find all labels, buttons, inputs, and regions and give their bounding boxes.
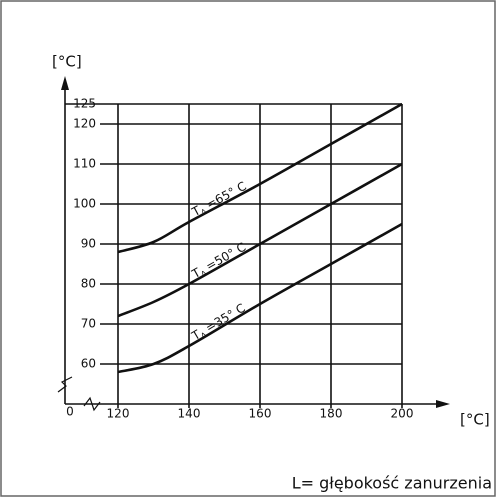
curve-label: TA=65° C — [189, 178, 250, 221]
x-tick-label: 120 — [107, 407, 130, 421]
label-sub: A — [199, 206, 209, 217]
y-tick-label: 80 — [81, 277, 96, 291]
x-tick-label: 160 — [249, 407, 272, 421]
curve-label: TA=50° C — [188, 239, 248, 283]
curve — [117, 102, 403, 254]
label-sub: A — [199, 330, 209, 341]
x-tick-label: 200 — [391, 407, 414, 421]
y-tick-label: 60 — [81, 357, 96, 371]
origin-label: 0 — [66, 405, 74, 419]
label-rest: =35° C — [203, 300, 248, 334]
y-tick-label: 70 — [81, 317, 96, 331]
y-tick-label: 100 — [73, 197, 96, 211]
y-tick-label: 120 — [73, 117, 96, 131]
curve — [117, 222, 403, 374]
y-arrow — [61, 76, 69, 90]
x-arrow — [436, 400, 450, 408]
x-unit: [°C] — [460, 411, 490, 429]
y-break — [57, 376, 73, 393]
y-tick-label: 90 — [81, 237, 96, 251]
x-break — [83, 396, 101, 412]
label-sub: A — [199, 268, 209, 279]
y-unit: [°C] — [52, 53, 82, 71]
curve-label: TA=35° C — [188, 300, 248, 345]
curve — [117, 162, 403, 318]
x-tick-label: 180 — [320, 407, 343, 421]
footnote: L= głębokość zanurzenia — [292, 474, 492, 493]
y-tick-label: 110 — [73, 157, 96, 171]
x-tick-label: 140 — [178, 407, 201, 421]
